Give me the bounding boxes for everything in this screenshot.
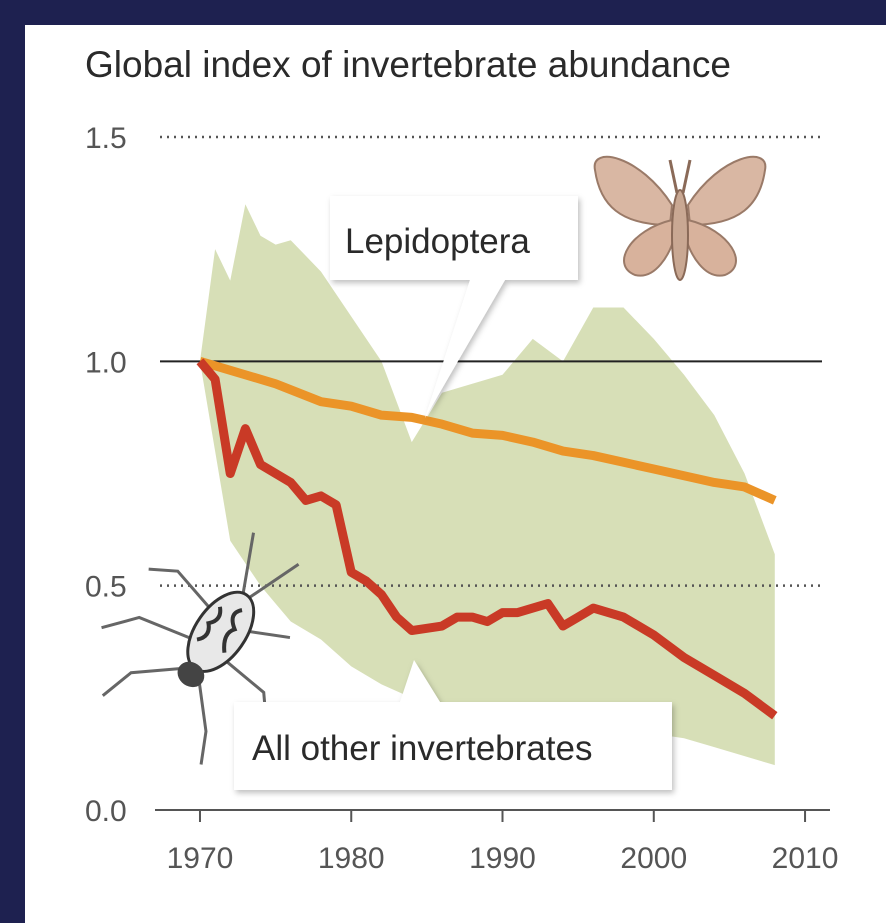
chart-title: Global index of invertebrate abundance — [85, 44, 731, 85]
series-label: All other invertebrates — [252, 729, 592, 768]
y-tick-label: 1.0 — [85, 346, 127, 379]
series-line — [198, 357, 777, 505]
x-tick-label: 1970 — [167, 842, 234, 875]
x-tick-label: 2010 — [772, 842, 839, 875]
y-tick-label: 1.5 — [85, 122, 127, 155]
series-label: Lepidoptera — [345, 222, 530, 261]
y-tick-label: 0.5 — [85, 571, 127, 604]
series-line — [196, 358, 778, 720]
moth-illustration — [593, 155, 767, 281]
x-tick-label: 1990 — [469, 842, 536, 875]
callout-other — [234, 660, 672, 790]
x-tick-label: 2000 — [620, 842, 687, 875]
x-tick-label: 1980 — [318, 842, 385, 875]
callout-lepidoptera — [330, 196, 578, 418]
y-tick-label: 0.0 — [85, 795, 127, 828]
